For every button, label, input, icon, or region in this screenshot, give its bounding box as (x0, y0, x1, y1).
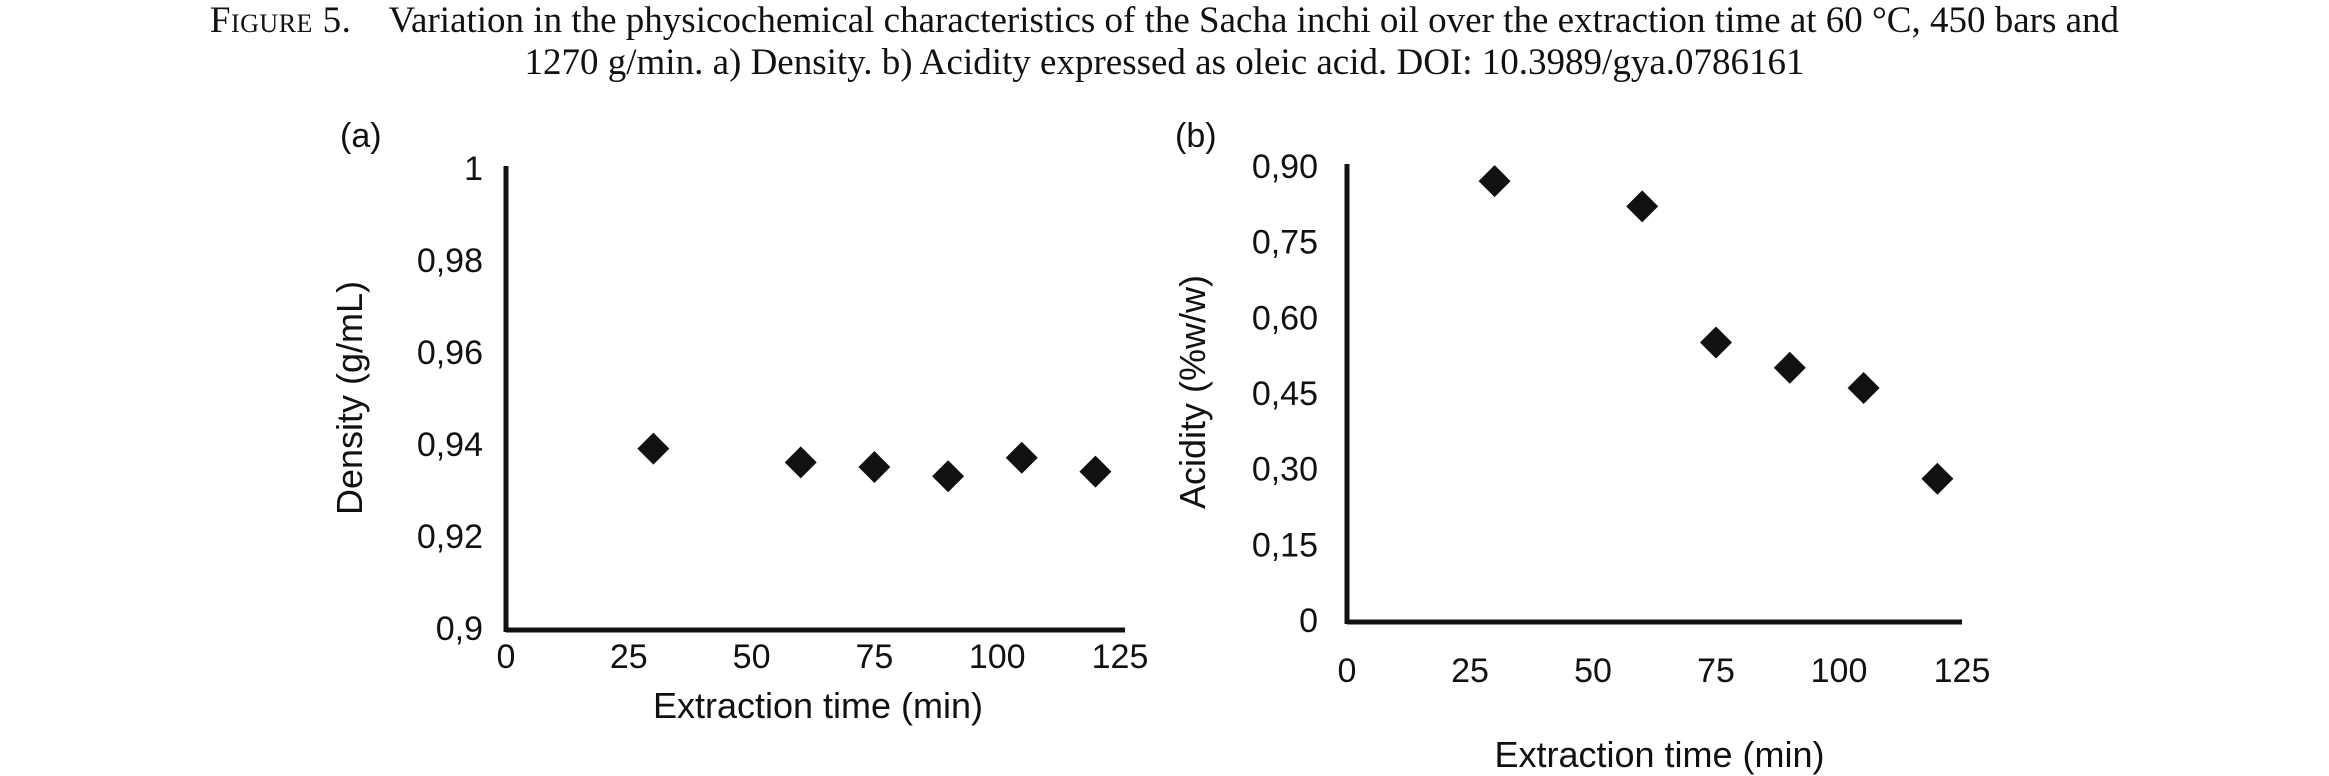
y-tick-label-b: 0,30 (1252, 451, 1318, 489)
data-point-a-3 (932, 460, 965, 493)
x-tick-label-b: 125 (1934, 652, 1991, 690)
chart-density: (a) 0,9 0,92 0,94 0,96 0,98 1 0 25 50 75 100 125 Extr… (329, 117, 1148, 726)
data-point-b-3 (1773, 351, 1806, 384)
y-tick-label-b: 0,75 (1252, 224, 1318, 262)
y-tick-label-a: 0,9 (436, 610, 483, 648)
y-tick-label-a: 0,96 (417, 334, 483, 372)
caption-text-1: Variation in the physicochemical charact… (388, 0, 2120, 41)
y-tick-label-b: 0,90 (1252, 148, 1318, 186)
x-tick-label-a: 75 (855, 638, 893, 676)
data-point-b-1 (1626, 190, 1659, 223)
x-axis-label-a: Extraction time (min) (653, 685, 983, 726)
y-tick-label-a: 0,98 (417, 242, 483, 280)
x-tick-label-a: 125 (1092, 638, 1149, 676)
y-tick-label-b: 0,45 (1252, 375, 1318, 413)
data-point-b-4 (1847, 371, 1880, 404)
chart-acidity: (b) 0 0,15 0,30 0,45 0,60 0,75 0,90 0 25 50 75 100 12… (1172, 117, 1990, 775)
data-point-b-2 (1700, 326, 1732, 359)
x-tick-label-b: 25 (1451, 652, 1489, 690)
data-point-a-2 (858, 451, 891, 483)
data-point-a-5 (1079, 455, 1112, 488)
x-tick-label-b: 50 (1574, 652, 1612, 690)
y-axis-label-a: Density (g/mL) (329, 281, 370, 515)
panel-label-a: (a) (340, 117, 382, 155)
x-tick-label-b: 75 (1697, 652, 1735, 690)
y-tick-label-a: 1 (464, 150, 483, 188)
y-tick-label-b: 0 (1299, 602, 1318, 640)
x-tick-label-b: 0 (1338, 652, 1357, 690)
caption-line-2: 1270 g/min. a) Density. b) Acidity expre… (524, 42, 1805, 83)
panel-label-b: (b) (1175, 117, 1217, 155)
x-tick-label-a: 25 (610, 638, 648, 676)
caption-line-1: Figure 5. Variation in the physicochemic… (0, 0, 2329, 42)
y-tick-label-a: 0,94 (417, 426, 483, 464)
data-point-a-0 (637, 432, 670, 465)
data-point-a-1 (784, 446, 817, 479)
y-tick-label-b: 0,60 (1252, 299, 1318, 337)
data-point-b-5 (1921, 462, 1954, 495)
x-axis-label-b: Extraction time (min) (1494, 734, 1824, 775)
caption-lead: Figure 5. (209, 0, 352, 41)
x-tick-label-a: 50 (733, 638, 771, 676)
figure-caption: Figure 5. Variation in the physicochemic… (0, 0, 2329, 84)
data-point-a-4 (1005, 441, 1038, 474)
y-tick-label-a: 0,92 (417, 518, 483, 556)
x-tick-label-a: 100 (969, 638, 1026, 676)
data-point-b-0 (1478, 165, 1511, 198)
y-tick-label-b: 0,15 (1252, 526, 1318, 564)
y-axis-label-b: Acidity (%w/w) (1172, 275, 1213, 509)
x-tick-label-a: 0 (497, 638, 516, 676)
x-tick-label-b: 100 (1811, 652, 1868, 690)
